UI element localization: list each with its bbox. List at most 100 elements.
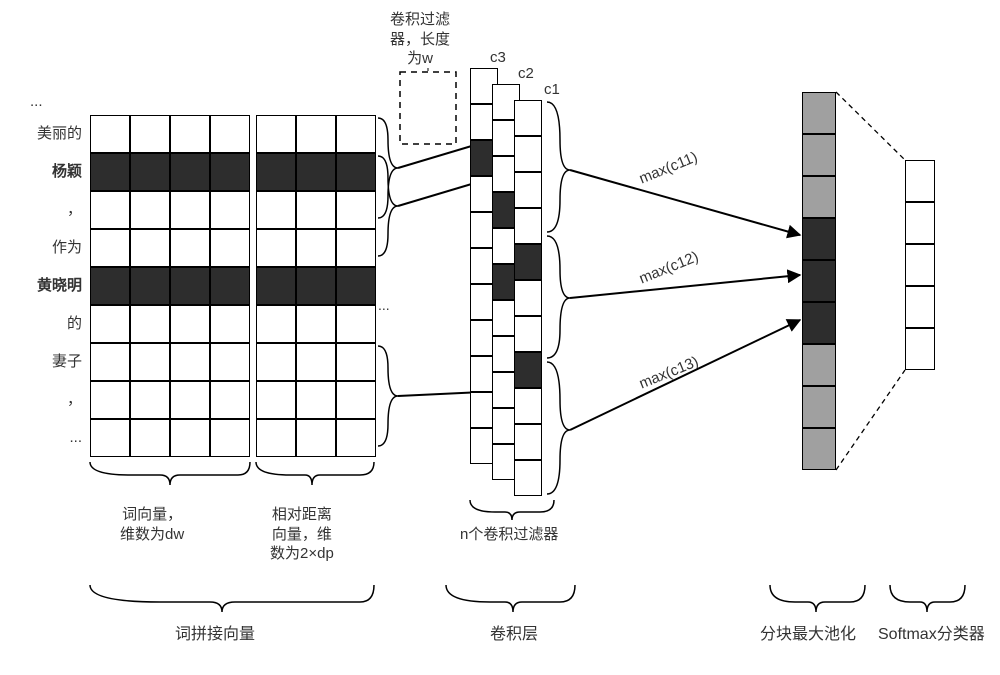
feature-map-cell	[514, 244, 542, 280]
input-cell	[90, 153, 130, 191]
input-cell	[296, 419, 336, 457]
input-cell	[130, 153, 170, 191]
input-cell	[170, 343, 210, 381]
feature-map-cell	[514, 100, 542, 136]
input-cell	[336, 191, 376, 229]
input-cell	[256, 191, 296, 229]
input-cell	[130, 267, 170, 305]
input-cell	[296, 191, 336, 229]
section-c: 分块最大池化	[760, 625, 856, 646]
feature-map-cell	[514, 172, 542, 208]
feature-map-cell	[514, 352, 542, 388]
input-row-label: 美丽的	[12, 124, 82, 144]
classifier-cell	[905, 244, 935, 286]
brace-label-nfilters: n个卷积过滤器	[460, 525, 558, 545]
input-cell	[256, 419, 296, 457]
input-cell	[170, 115, 210, 153]
input-cell	[256, 267, 296, 305]
input-cell	[90, 419, 130, 457]
input-row-label: 的	[12, 314, 82, 334]
input-cell	[296, 229, 336, 267]
input-cell	[90, 267, 130, 305]
pooled-cell	[802, 386, 836, 428]
input-row-label: 杨颖	[12, 162, 82, 182]
pooled-cell	[802, 218, 836, 260]
pooled-cell	[802, 134, 836, 176]
classifier-cell	[905, 286, 935, 328]
input-cell	[296, 267, 336, 305]
input-cell	[210, 305, 250, 343]
section-d: Softmax分类器	[878, 625, 985, 646]
input-cell	[210, 267, 250, 305]
input-cell	[296, 153, 336, 191]
input-cell	[130, 343, 170, 381]
classifier-cell	[905, 328, 935, 370]
input-cell	[210, 191, 250, 229]
diagram-stage: ... 美丽的杨颖，作为黄晓明的妻子，... ... 卷积过滤 器，长度 为w …	[0, 0, 1000, 675]
input-cell	[130, 115, 170, 153]
input-row-label: 作为	[12, 238, 82, 258]
input-cell	[336, 419, 376, 457]
fm-label-c1: c1	[544, 80, 560, 100]
brace-label-wordvec: 词向量， 维数为dw	[120, 505, 184, 544]
input-row-label: 黄晓明	[12, 276, 82, 296]
input-cell	[296, 343, 336, 381]
input-cell	[210, 153, 250, 191]
feature-map-cell	[514, 460, 542, 496]
pooled-cell	[802, 302, 836, 344]
pooled-cell	[802, 260, 836, 302]
section-b: 卷积层	[490, 625, 538, 646]
input-cell	[130, 419, 170, 457]
fm-label-c2: c2	[518, 64, 534, 84]
fm-label-c3: c3	[490, 48, 506, 68]
input-row-label: 妻子	[12, 352, 82, 372]
feature-map-cell	[514, 136, 542, 172]
input-cell	[170, 191, 210, 229]
input-cell	[256, 305, 296, 343]
pool-label-2: max(c12)	[636, 247, 701, 288]
feature-map-cell	[514, 208, 542, 244]
pooled-cell	[802, 176, 836, 218]
input-cell	[336, 381, 376, 419]
input-row-label: ...	[12, 428, 82, 448]
input-cell	[210, 229, 250, 267]
input-cell	[336, 305, 376, 343]
input-cell	[336, 115, 376, 153]
input-cell	[170, 419, 210, 457]
input-cell	[210, 419, 250, 457]
input-cell	[90, 115, 130, 153]
input-cell	[210, 343, 250, 381]
input-cell	[170, 153, 210, 191]
feature-map-cell	[514, 388, 542, 424]
input-cell	[130, 229, 170, 267]
feature-map-cell	[514, 424, 542, 460]
input-cell	[256, 381, 296, 419]
input-cell	[90, 343, 130, 381]
input-row-label: ，	[12, 390, 82, 410]
input-cell	[336, 343, 376, 381]
input-cell	[296, 305, 336, 343]
brace-label-posvec: 相对距离 向量，维 数为2×dp	[270, 505, 334, 564]
mid-ellipsis: ...	[378, 296, 390, 314]
section-a: 词拼接向量	[175, 625, 255, 646]
input-top-ellipsis: ...	[30, 92, 43, 112]
input-cell	[170, 229, 210, 267]
input-cell	[296, 381, 336, 419]
pool-label-1: max(c11)	[636, 148, 700, 189]
input-row-label: ，	[12, 200, 82, 220]
input-cell	[130, 305, 170, 343]
classifier-cell	[905, 202, 935, 244]
feature-map-cell	[514, 316, 542, 352]
input-cell	[296, 115, 336, 153]
input-cell	[210, 115, 250, 153]
input-cell	[256, 115, 296, 153]
pooled-cell	[802, 92, 836, 134]
classifier-cell	[905, 160, 935, 202]
input-cell	[170, 305, 210, 343]
input-cell	[210, 381, 250, 419]
pooled-cell	[802, 428, 836, 470]
input-cell	[256, 229, 296, 267]
input-cell	[90, 191, 130, 229]
input-cell	[90, 381, 130, 419]
input-cell	[336, 229, 376, 267]
